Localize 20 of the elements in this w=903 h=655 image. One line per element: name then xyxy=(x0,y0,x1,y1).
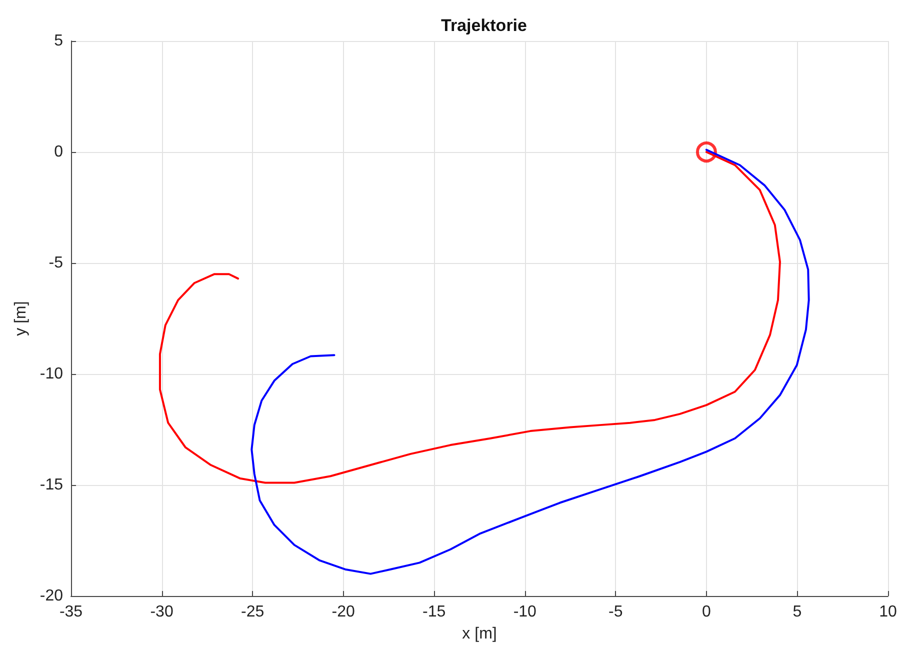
y-tick-label: -10 xyxy=(40,366,64,382)
x-tick-label: 5 xyxy=(792,604,802,620)
x-tick-label: 0 xyxy=(702,604,711,620)
x-tick-label: -10 xyxy=(513,604,537,620)
y-tick-label: 0 xyxy=(54,144,64,160)
x-tick-label: -5 xyxy=(608,604,623,620)
x-tick-label: -15 xyxy=(422,604,446,620)
y-tick-label: -5 xyxy=(48,254,64,272)
y-tick-label: -15 xyxy=(40,476,64,494)
y-tick-label: 5 xyxy=(54,32,64,50)
x-tick-label: -20 xyxy=(332,604,355,620)
x-axis-title: x [m] xyxy=(462,626,497,642)
x-tick-label: -25 xyxy=(240,604,264,620)
y-axis-title: y [m] xyxy=(12,301,30,336)
x-tick-label: -35 xyxy=(59,604,83,620)
x-tick-label: -30 xyxy=(150,604,174,620)
x-tick-label: 10 xyxy=(879,604,897,620)
y-tick-label: -20 xyxy=(40,588,64,604)
line-series xyxy=(250,148,810,575)
chart-title: Trajektorie xyxy=(441,16,527,35)
